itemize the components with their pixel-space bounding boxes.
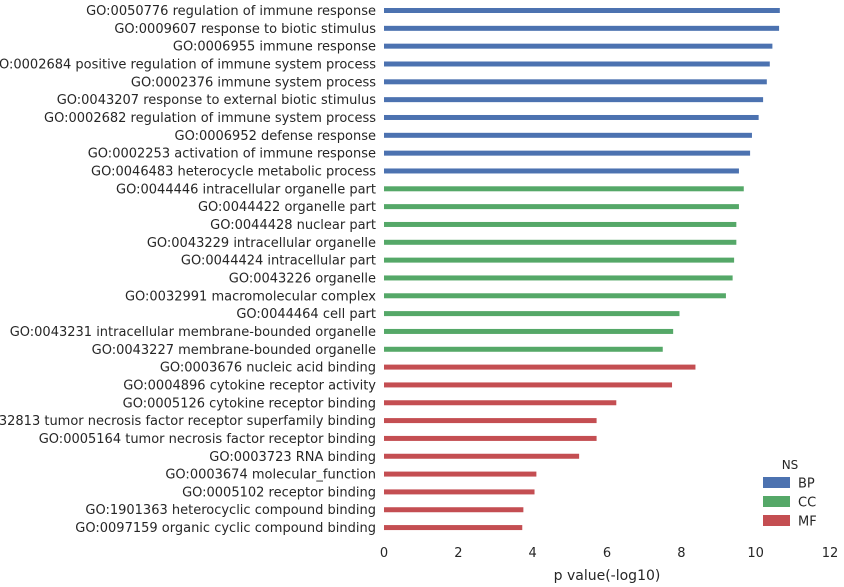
x-tick-label: 0 (380, 546, 388, 561)
y-tick-label: GO:0002684 positive regulation of immune… (0, 57, 376, 72)
y-tick-label: GO:0006952 defense response (175, 129, 377, 144)
bar (384, 275, 733, 281)
legend-label: MF (798, 515, 817, 530)
y-tick-labels: GO:0050776 regulation of immune response… (0, 4, 376, 536)
y-tick-label: GO:0004896 cytokine receptor activity (123, 378, 376, 393)
y-tick-label: GO:0002682 regulation of immune system p… (44, 111, 376, 126)
bar (384, 186, 744, 192)
y-tick-label: GO:0043229 intracellular organelle (147, 236, 376, 251)
y-tick-label: GO:0050776 regulation of immune response (86, 4, 376, 19)
bar (384, 364, 696, 370)
y-tick-label: GO:0044422 organelle part (198, 200, 376, 215)
y-tick-label: GO:0006955 immune response (173, 40, 376, 55)
y-tick-label: GO:0009607 response to biotic stimulus (114, 22, 376, 37)
x-axis-label: p value(-log10) (554, 568, 661, 584)
y-tick-label: GO:0002376 immune system process (131, 75, 376, 90)
y-tick-label: GO:0046483 heterocycle metabolic process (91, 164, 376, 179)
y-tick-label: GO:0044464 cell part (236, 307, 376, 322)
bar (384, 400, 617, 406)
legend-label: BP (798, 477, 815, 492)
y-tick-label: GO:0032813 tumor necrosis factor recepto… (0, 414, 376, 429)
x-tick-label: 2 (454, 546, 462, 561)
y-tick-label: GO:0044424 intracellular part (181, 254, 376, 269)
bar (384, 489, 535, 495)
bar (384, 328, 674, 334)
x-tick-label: 4 (529, 546, 537, 561)
y-tick-label: GO:0043207 response to external biotic s… (57, 93, 377, 108)
y-tick-label: GO:0005126 cytokine receptor binding (123, 396, 376, 411)
bar (384, 221, 737, 227)
bar (384, 168, 739, 174)
bar (384, 257, 735, 263)
y-tick-label: GO:0003723 RNA binding (209, 450, 376, 465)
legend-swatch (763, 477, 790, 488)
bar (384, 453, 580, 459)
x-tick-labels: 0 2 4 6 8 10 12 (380, 546, 838, 561)
bar (384, 114, 759, 120)
bar (384, 61, 770, 67)
x-tick-label: 10 (747, 546, 764, 561)
bar (384, 8, 780, 13)
bar (384, 435, 597, 441)
y-tick-label: GO:0043227 membrane-bounded organelle (92, 343, 376, 358)
x-tick-label: 6 (603, 546, 611, 561)
y-tick-label: GO:0044428 nuclear part (210, 218, 376, 233)
bar (384, 346, 663, 352)
x-tick-label: 8 (677, 546, 685, 561)
bar (384, 43, 773, 49)
bar (384, 382, 673, 388)
bar (384, 311, 680, 317)
bar (384, 507, 524, 513)
bar (384, 97, 764, 103)
y-tick-label: GO:0005164 tumor necrosis factor recepto… (39, 432, 376, 447)
bar (384, 150, 751, 156)
legend-swatch (763, 515, 790, 526)
y-tick-label: GO:0002253 activation of immune response (88, 147, 376, 162)
bar (384, 204, 739, 210)
y-tick-label: GO:1901363 heterocyclic compound binding (85, 503, 376, 518)
legend-label: CC (798, 496, 816, 511)
x-tick-label: 12 (822, 546, 839, 561)
bar (384, 79, 767, 85)
y-tick-label: GO:0044446 intracellular organelle part (116, 182, 376, 197)
y-tick-label: GO:0043231 intracellular membrane-bounde… (10, 325, 376, 340)
legend-swatch (763, 496, 790, 507)
bar (384, 471, 537, 477)
bar (384, 525, 523, 531)
legend: NS BP CC MF (763, 458, 817, 530)
bar (384, 25, 780, 31)
y-tick-label: GO:0032991 macromolecular complex (125, 289, 376, 304)
y-tick-label: GO:0043226 organelle (229, 271, 376, 286)
bar (384, 293, 726, 299)
bar (384, 418, 597, 424)
bar (384, 239, 737, 245)
y-tick-label: GO:0003676 nucleic acid binding (160, 361, 376, 376)
y-tick-label: GO:0005102 receptor binding (182, 485, 376, 500)
legend-title: NS (782, 458, 799, 472)
y-tick-label: GO:0097159 organic cyclic compound bindi… (75, 521, 376, 536)
bar (384, 132, 752, 138)
bar-group (384, 8, 780, 531)
y-tick-label: GO:0003674 molecular_function (165, 468, 376, 483)
